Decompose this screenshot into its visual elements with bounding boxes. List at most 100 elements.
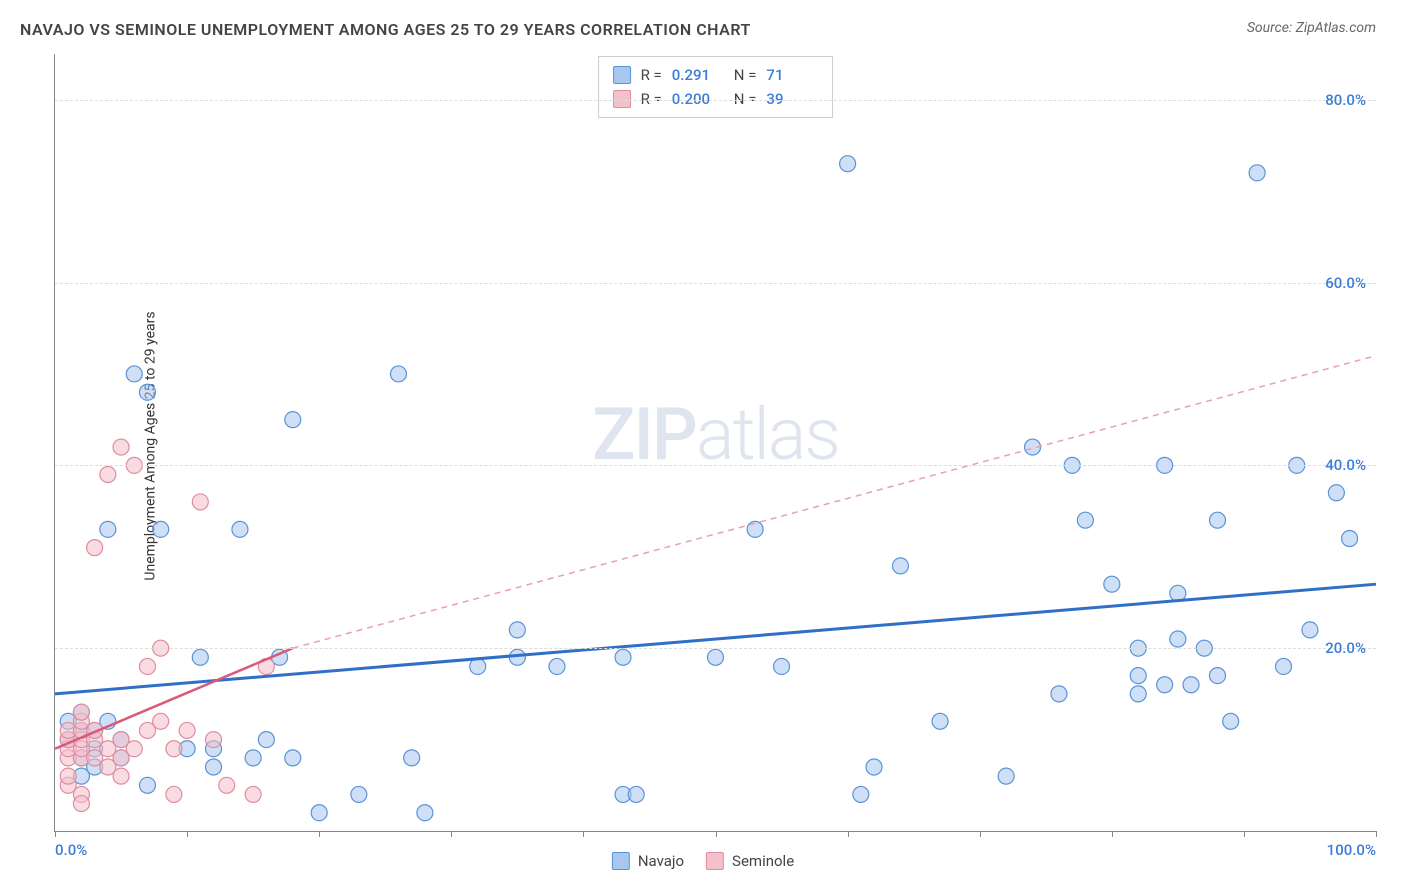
data-point bbox=[126, 366, 142, 382]
data-point bbox=[390, 366, 406, 382]
data-point bbox=[139, 384, 155, 400]
data-point bbox=[113, 768, 129, 784]
data-point bbox=[285, 412, 301, 428]
x-tick-mark bbox=[716, 831, 717, 837]
data-point bbox=[932, 713, 948, 729]
legend-swatch bbox=[612, 852, 630, 870]
data-point bbox=[1328, 485, 1344, 501]
data-point bbox=[87, 540, 103, 556]
data-point bbox=[113, 439, 129, 455]
legend-label: Navajo bbox=[638, 852, 684, 870]
data-point bbox=[100, 521, 116, 537]
x-tick-mark bbox=[1376, 831, 1377, 837]
data-point bbox=[998, 768, 1014, 784]
data-point bbox=[1342, 530, 1358, 546]
plot-area: ZIPatlas R = 0.291N = 71R = 0.200N = 39 … bbox=[54, 54, 1376, 832]
data-point bbox=[1130, 668, 1146, 684]
chart-title: NAVAJO VS SEMINOLE UNEMPLOYMENT AMONG AG… bbox=[20, 20, 751, 39]
data-point bbox=[1170, 631, 1186, 647]
data-point bbox=[166, 786, 182, 802]
data-point bbox=[549, 658, 565, 674]
legend-item: Navajo bbox=[612, 852, 684, 870]
data-point bbox=[1157, 677, 1173, 693]
data-point bbox=[219, 777, 235, 793]
data-point bbox=[1209, 512, 1225, 528]
x-tick-label: 0.0% bbox=[55, 841, 87, 859]
gridline bbox=[55, 100, 1376, 101]
data-point bbox=[153, 521, 169, 537]
y-tick-label: 40.0% bbox=[1325, 456, 1366, 474]
data-point bbox=[708, 649, 724, 665]
chart-svg bbox=[55, 54, 1376, 831]
data-point bbox=[1183, 677, 1199, 693]
data-point bbox=[615, 649, 631, 665]
x-tick-label: 100.0% bbox=[1327, 841, 1376, 859]
data-point bbox=[1223, 713, 1239, 729]
data-point bbox=[470, 658, 486, 674]
x-tick-mark bbox=[980, 831, 981, 837]
data-point bbox=[153, 713, 169, 729]
data-point bbox=[192, 649, 208, 665]
data-point bbox=[245, 786, 261, 802]
data-point bbox=[1077, 512, 1093, 528]
data-point bbox=[404, 750, 420, 766]
trend-line bbox=[55, 648, 293, 749]
data-point bbox=[139, 658, 155, 674]
data-point bbox=[73, 704, 89, 720]
x-tick-mark bbox=[451, 831, 452, 837]
x-tick-mark bbox=[1244, 831, 1245, 837]
data-point bbox=[126, 741, 142, 757]
data-point bbox=[1249, 165, 1265, 181]
legend-item: Seminole bbox=[706, 852, 794, 870]
y-tick-label: 60.0% bbox=[1325, 274, 1366, 292]
data-point bbox=[1276, 658, 1292, 674]
r-value: 0.291 bbox=[672, 63, 724, 87]
data-point bbox=[628, 786, 644, 802]
data-point bbox=[774, 658, 790, 674]
n-label: N = bbox=[734, 63, 757, 87]
n-value: 71 bbox=[766, 63, 818, 87]
series-legend: Navajo Seminole bbox=[612, 852, 794, 870]
x-tick-mark bbox=[583, 831, 584, 837]
gridline bbox=[55, 648, 1376, 649]
data-point bbox=[206, 759, 222, 775]
y-tick-label: 20.0% bbox=[1325, 639, 1366, 657]
data-point bbox=[417, 805, 433, 821]
data-point bbox=[73, 796, 89, 812]
data-point bbox=[139, 777, 155, 793]
data-point bbox=[60, 768, 76, 784]
y-tick-label: 80.0% bbox=[1325, 91, 1366, 109]
x-tick-mark bbox=[1112, 831, 1113, 837]
x-tick-mark bbox=[187, 831, 188, 837]
data-point bbox=[351, 786, 367, 802]
data-point bbox=[853, 786, 869, 802]
data-point bbox=[311, 805, 327, 821]
legend-swatch bbox=[706, 852, 724, 870]
legend-label: Seminole bbox=[732, 852, 794, 870]
data-point bbox=[1104, 576, 1120, 592]
trend-line-ext bbox=[293, 356, 1376, 649]
data-point bbox=[1209, 668, 1225, 684]
data-point bbox=[232, 521, 248, 537]
x-tick-mark bbox=[319, 831, 320, 837]
data-point bbox=[1130, 686, 1146, 702]
data-point bbox=[509, 622, 525, 638]
stats-legend: R = 0.291N = 71R = 0.200N = 39 bbox=[598, 56, 834, 118]
legend-swatch bbox=[613, 66, 631, 84]
x-tick-mark bbox=[848, 831, 849, 837]
gridline bbox=[55, 283, 1376, 284]
data-point bbox=[1302, 622, 1318, 638]
data-point bbox=[258, 732, 274, 748]
data-point bbox=[192, 494, 208, 510]
source-attribution: Source: ZipAtlas.com bbox=[1247, 20, 1376, 36]
data-point bbox=[1051, 686, 1067, 702]
data-point bbox=[166, 741, 182, 757]
gridline bbox=[55, 465, 1376, 466]
data-point bbox=[245, 750, 261, 766]
data-point bbox=[892, 558, 908, 574]
data-point bbox=[100, 466, 116, 482]
stats-row: R = 0.291 N = 71 bbox=[613, 63, 819, 87]
x-tick-mark bbox=[55, 831, 56, 837]
r-label: R = bbox=[641, 63, 662, 87]
data-point bbox=[840, 156, 856, 172]
